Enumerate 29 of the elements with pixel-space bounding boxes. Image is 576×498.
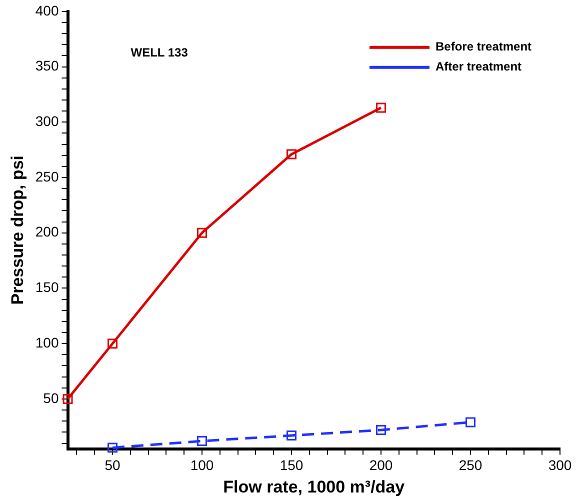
point [376,102,386,113]
y-tick-label: 100 [35,334,59,350]
point [376,424,386,435]
annotation: WELL 133 [130,46,188,60]
point [197,228,207,238]
x-tick-label: 50 [104,457,121,474]
x-tick-label: 100 [190,457,214,474]
legend-label: After treatment [436,60,522,74]
y-tick-label: 350 [35,58,59,74]
x-axis-title: Flow rate, 1000 m³/day [223,477,406,496]
y-tick-label: 50 [43,390,59,406]
point [108,442,118,453]
y-tick-label: 150 [35,279,59,296]
x-tick-label: 300 [548,457,572,474]
point [197,436,207,446]
point [286,430,296,441]
point [286,149,296,160]
x-tick-label: 200 [369,457,393,474]
y-tick-label: 400 [35,2,59,18]
legend-label: Before treatment [436,40,532,54]
x-tick-label: 250 [458,457,482,474]
point [108,338,118,349]
point [62,394,73,404]
y-axis-title: Pressure drop, psi [8,155,27,305]
point [466,417,476,428]
y-tick-label: 300 [35,112,59,129]
y-tick-label: 200 [35,224,59,240]
y-tick-label: 250 [35,168,59,184]
x-tick-label: 150 [280,457,304,474]
